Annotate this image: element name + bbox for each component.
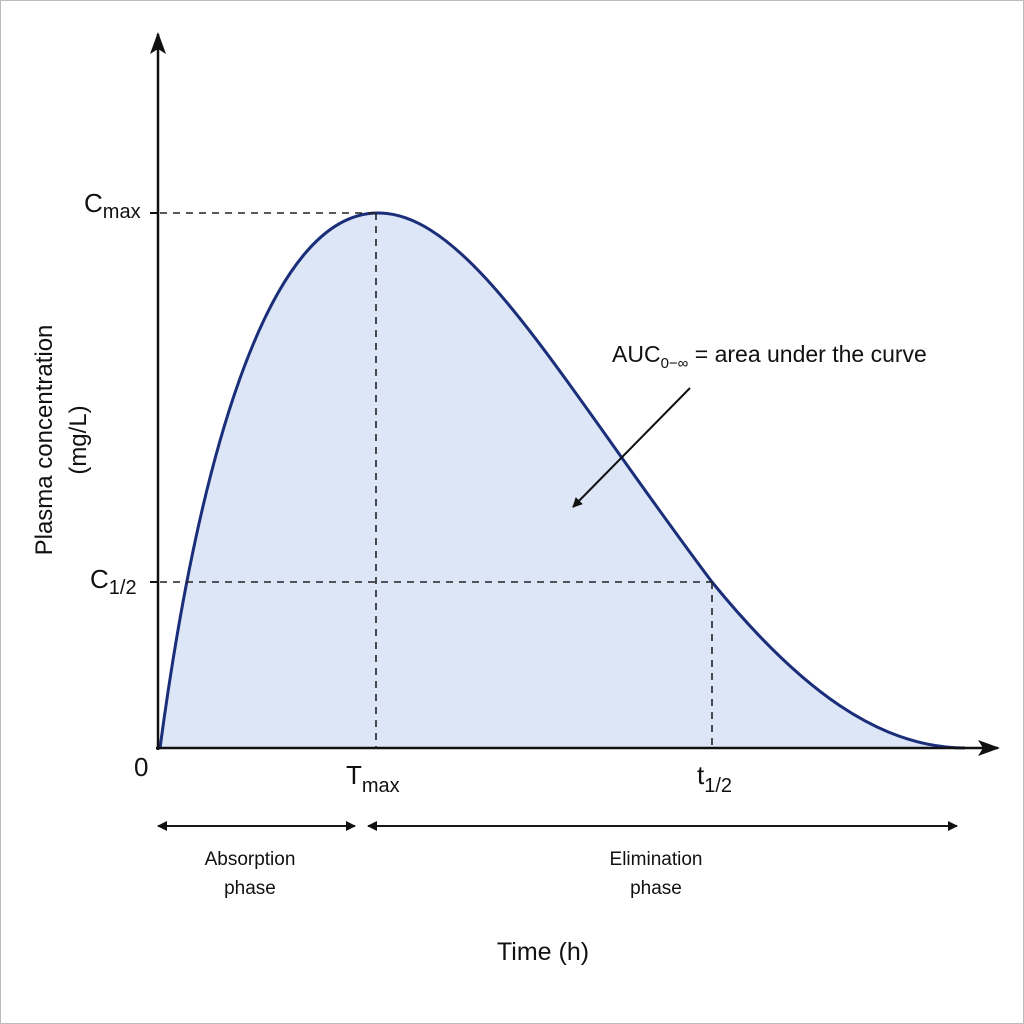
absorption-label: phase bbox=[224, 878, 276, 899]
auc-area bbox=[160, 213, 965, 748]
tmax-label: Tmax bbox=[346, 760, 400, 797]
auc-arrow bbox=[572, 387, 691, 508]
thalf-label: t1/2 bbox=[697, 760, 732, 797]
elimination-label: phase bbox=[630, 878, 682, 899]
y-title-line: (mg/L) bbox=[65, 405, 92, 474]
x-axis-title: Time (h) bbox=[497, 938, 589, 966]
absorption-label: Absorption bbox=[205, 849, 296, 870]
y-title-line: Plasma concentration bbox=[31, 325, 58, 556]
origin-label: 0 bbox=[134, 752, 148, 782]
concentration-curve bbox=[158, 211, 966, 750]
cmax-label: Cmax bbox=[84, 188, 141, 223]
elimination-label: Elimination bbox=[610, 849, 703, 870]
y-axis-title: Plasma concentration (mg/L) bbox=[31, 325, 92, 556]
auc-annotation: AUC0−∞ = area under the curve bbox=[612, 341, 927, 372]
chalf-label: C1/2 bbox=[90, 564, 137, 599]
